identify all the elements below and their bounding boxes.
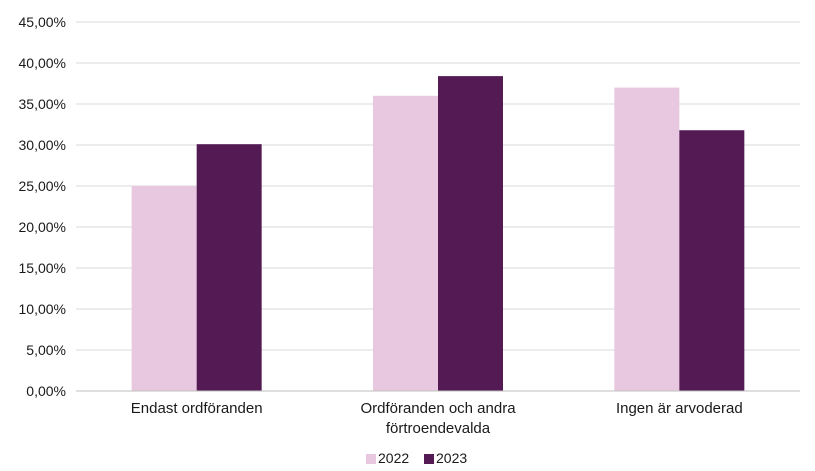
y-tick-label: 40,00%: [19, 55, 66, 71]
y-tick-label: 15,00%: [19, 260, 66, 276]
y-axis-tick-labels: 0,00% 5,00% 10,00% 15,00% 20,00% 25,00% 30,00%…: [19, 14, 66, 399]
y-tick-label: 20,00%: [19, 219, 66, 235]
legend-swatch-2022: [366, 454, 376, 464]
legend-label: 2022: [378, 450, 409, 466]
y-tick-label: 45,00%: [19, 14, 66, 30]
y-tick-label: 35,00%: [19, 96, 66, 112]
bars: [131, 76, 745, 392]
category-label: förtroendevalda: [386, 420, 491, 437]
x-axis-category-labels: Endast ordföranden Ordföranden och andra f…: [131, 400, 743, 437]
category-label: Ordföranden och andra: [360, 400, 516, 417]
y-tick-label: 25,00%: [19, 178, 66, 194]
y-tick-label: 10,00%: [19, 301, 66, 317]
bar-2023-0: [196, 144, 262, 391]
legend-label: 2023: [436, 450, 467, 466]
category-label: Ingen är arvoderad: [616, 400, 743, 417]
legend: 2022 2023: [366, 450, 467, 466]
y-tick-label: 0,00%: [26, 383, 66, 399]
bar-2022-2: [614, 87, 680, 391]
legend-swatch-2023: [424, 454, 434, 464]
bar-2022-1: [373, 95, 438, 392]
bar-2023-2: [679, 130, 745, 392]
category-label: Endast ordföranden: [131, 400, 263, 417]
y-tick-label: 5,00%: [26, 342, 66, 358]
bar-2023-1: [438, 76, 503, 392]
y-tick-label: 30,00%: [19, 137, 66, 153]
bar-2022-0: [131, 186, 197, 391]
